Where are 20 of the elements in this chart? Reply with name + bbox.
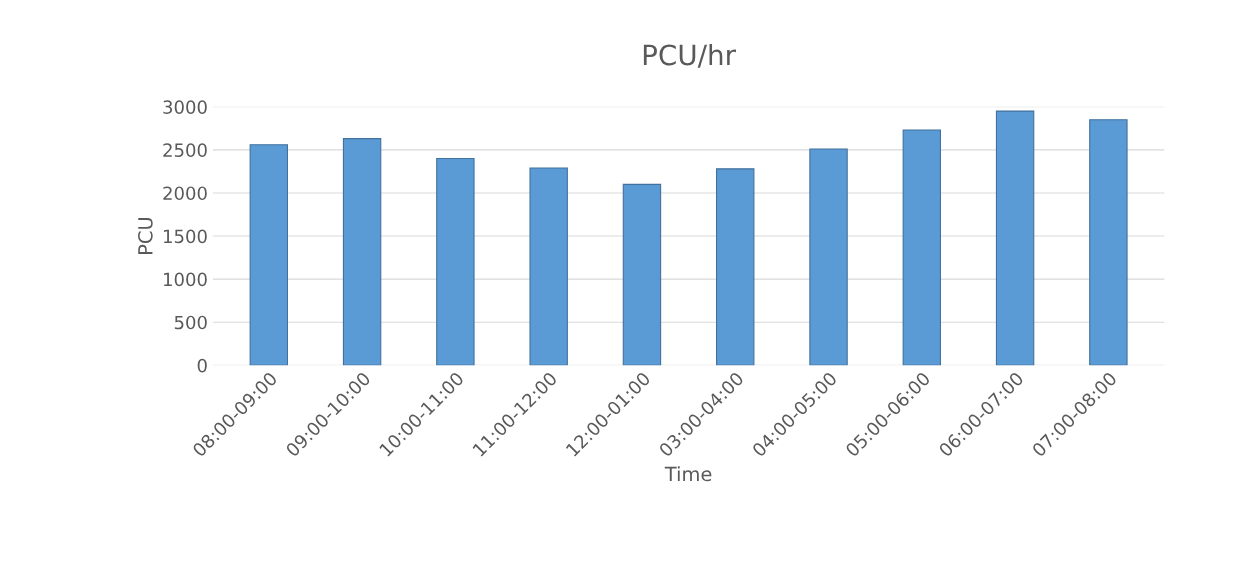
y-tick-label: 1000 [164,272,207,287]
bar [342,138,382,366]
y-tick-label: 500 [174,315,207,330]
bar [1089,119,1128,366]
bar [622,183,662,366]
y-tick-label: 0 [197,358,207,373]
bar [436,157,475,366]
y-axis-title: PCU [138,217,153,254]
x-axis-title: Time [664,466,712,482]
bar [995,110,1035,366]
y-tick-label: 2500 [163,143,207,157]
bar [529,167,568,366]
y-tick-label: 2000 [163,186,207,201]
y-tick-label: 3000 [163,100,207,114]
chart-title: PCU/hr [643,44,737,68]
y-tick-label: 1500 [164,229,207,244]
bar [809,148,848,366]
bar [716,168,755,366]
bar [902,129,942,366]
bar [249,144,289,366]
